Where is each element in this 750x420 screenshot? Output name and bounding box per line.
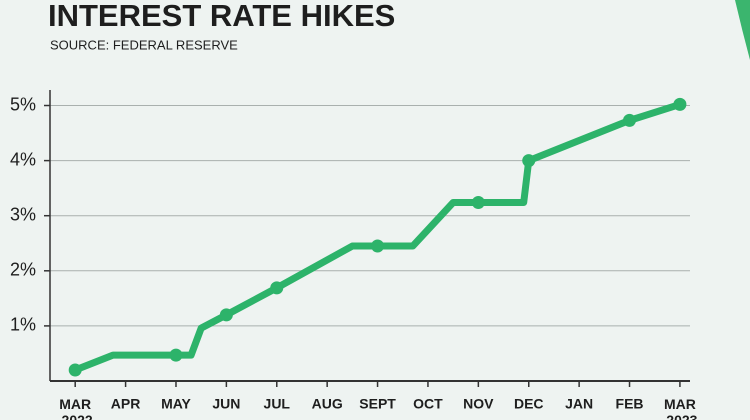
x-tick-label: AUG: [312, 396, 343, 412]
point: [270, 281, 284, 295]
point: [169, 348, 183, 362]
point: [623, 113, 637, 127]
x-tick-label: APR: [111, 396, 141, 412]
x-tick-label: NOV: [463, 396, 494, 412]
x-tick-label: JUL: [264, 396, 291, 412]
x-tick-label: JAN: [565, 396, 593, 412]
corner-decoration: [735, 0, 750, 60]
point: [471, 195, 485, 209]
x-tick-label: MAR 2022: [58, 396, 93, 420]
x-tick-label: OCT: [413, 396, 443, 412]
point: [522, 154, 536, 168]
plot: [68, 97, 687, 377]
x-tick-label: SEPT: [359, 396, 396, 412]
x-tick-label: MAY: [161, 396, 191, 412]
x-tick-label: MAR 2023: [662, 396, 697, 420]
y-tick-label: 1%: [10, 315, 36, 335]
x-tick-label: FEB: [616, 396, 644, 412]
chart-subtitle: SOURCE: FEDERAL RESERVE: [50, 37, 238, 52]
point: [673, 97, 687, 111]
y-tick-label: 3%: [10, 204, 36, 224]
y-tick-label: 5%: [10, 94, 36, 114]
y-tick-label: 4%: [10, 149, 36, 169]
chart-title: INTEREST RATE HIKES: [48, 0, 395, 33]
point: [219, 308, 233, 322]
x-tick-label: DEC: [514, 396, 544, 412]
line: [71, 100, 684, 374]
y-tick-label: 2%: [10, 260, 36, 280]
x-tick-label: JUN: [212, 396, 240, 412]
point: [68, 363, 82, 377]
grid: 1% 2% 3% 4% 5% MAR 2022 APR MAY JUN JUL AUG SEPT OCT…: [10, 90, 698, 420]
point: [371, 239, 385, 253]
